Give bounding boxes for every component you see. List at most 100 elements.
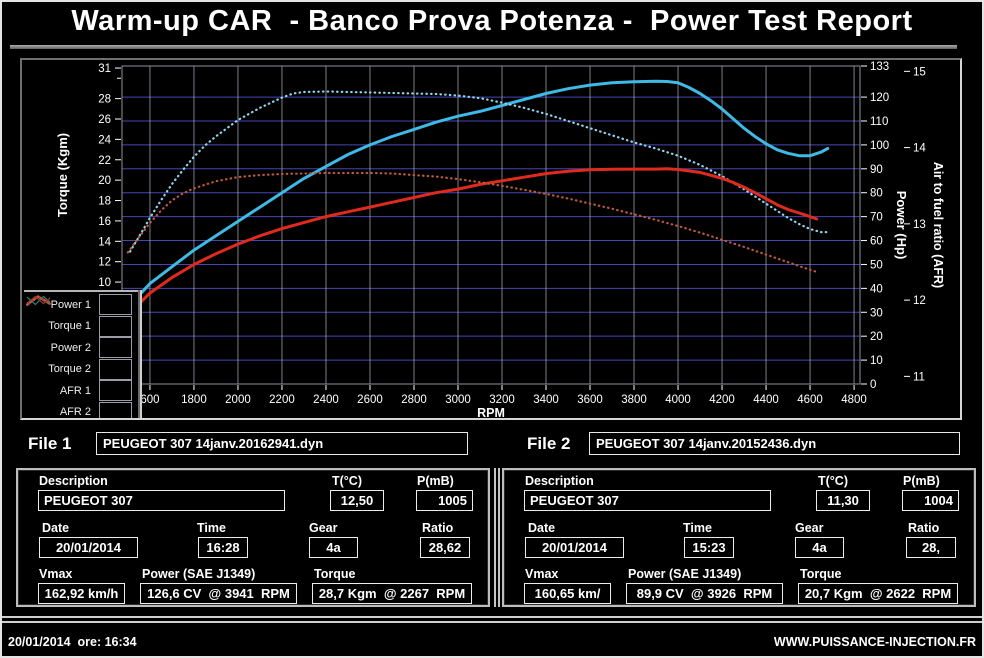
svg-text:40: 40 xyxy=(870,283,883,295)
temperature-label: T(°C) xyxy=(818,474,848,488)
status-bar: 20/01/2014 ore: 16:34 WWW.PUISSANCE-INJE… xyxy=(0,628,984,654)
time-field[interactable]: 15:23 xyxy=(684,537,734,558)
svg-text:2200: 2200 xyxy=(269,394,295,406)
plot-border xyxy=(121,65,861,385)
chart-legend: Power 1 Torque 1 Power 2 Torque 2 AFR 1 AFR 2 xyxy=(24,290,138,418)
time-field[interactable]: 16:28 xyxy=(198,537,248,558)
power-2-curve xyxy=(136,167,819,307)
legend-label: Torque 2 xyxy=(48,363,91,376)
afr-2-swatch-icon xyxy=(26,295,132,418)
svg-text:80: 80 xyxy=(870,188,883,200)
time-label: Time xyxy=(683,521,712,535)
description-field[interactable]: PEUGEOT 307 xyxy=(524,490,771,511)
curves xyxy=(126,79,830,307)
description-label: Description xyxy=(39,474,108,488)
svg-text:13: 13 xyxy=(913,219,926,231)
torque-label: Torque xyxy=(800,567,842,581)
date-label: Date xyxy=(42,521,70,535)
svg-text:4200: 4200 xyxy=(709,394,735,406)
torque-axis: 31 28 26 24 22 20 18 16 14 12 10 Torque (Kgm) xyxy=(55,63,121,289)
svg-text:4000: 4000 xyxy=(665,394,691,406)
svg-text:70: 70 xyxy=(870,212,883,224)
svg-text:10: 10 xyxy=(870,355,883,367)
panel-divider xyxy=(494,468,500,607)
svg-text:3400: 3400 xyxy=(533,394,559,406)
vmax-label: Vmax xyxy=(39,567,73,581)
date-field[interactable]: 20/01/2014 xyxy=(39,537,138,558)
torque-2-swatch-icon xyxy=(26,295,132,380)
pressure-label: P(mB) xyxy=(417,474,454,488)
time-label: Time xyxy=(197,521,226,535)
file2-input[interactable]: PEUGEOT 307 14janv.20152436.dyn xyxy=(589,432,960,455)
svg-text:22: 22 xyxy=(98,155,111,167)
title-underline xyxy=(10,45,957,49)
svg-text:31: 31 xyxy=(98,63,111,75)
legend-item-afr-1[interactable]: AFR 1 xyxy=(24,295,138,402)
torque-field[interactable]: 20,7 Kgm @ 2622 RPM xyxy=(798,583,958,604)
file1-data-panel: Description PEUGEOT 307 T(°C) 12,50 P(mB… xyxy=(16,468,490,607)
svg-text:3200: 3200 xyxy=(489,394,515,406)
svg-text:60: 60 xyxy=(870,236,883,248)
power-sae-label: Power (SAE J1349) xyxy=(142,567,256,581)
svg-text:28: 28 xyxy=(98,94,111,106)
svg-text:2400: 2400 xyxy=(313,394,339,406)
svg-text:90: 90 xyxy=(870,164,883,176)
status-website: WWW.PUISSANCE-INJECTION.FR xyxy=(773,635,976,649)
svg-text:11: 11 xyxy=(913,371,925,383)
date-field[interactable]: 20/01/2014 xyxy=(525,537,624,558)
svg-text:1800: 1800 xyxy=(181,394,207,406)
torque-1-curve xyxy=(129,90,829,253)
gear-field[interactable]: 4a xyxy=(795,537,844,558)
rpm-axis: 600 1800 2000 2200 2400 2600 2800 3000 3200 3400 3… xyxy=(140,385,867,418)
torque-1-swatch-icon xyxy=(26,295,132,337)
svg-text:26: 26 xyxy=(98,114,111,126)
svg-text:16: 16 xyxy=(98,216,111,228)
power-sae-field[interactable]: 89,9 CV @ 3926 RPM xyxy=(626,583,783,604)
svg-text:4400: 4400 xyxy=(753,394,779,406)
svg-text:3800: 3800 xyxy=(621,394,647,406)
legend-item-torque-1[interactable]: Torque 1 xyxy=(24,295,138,338)
torque-2-curve xyxy=(126,171,818,273)
svg-text:3600: 3600 xyxy=(577,394,603,406)
svg-text:2600: 2600 xyxy=(357,394,383,406)
file1-label: File 1 xyxy=(28,434,72,453)
svg-text:Power (Hp): Power (Hp) xyxy=(894,191,909,260)
file2-data-panel: Description PEUGEOT 307 T(°C) 11,30 P(mB… xyxy=(502,468,976,607)
svg-text:RPM: RPM xyxy=(477,406,505,418)
temperature-field[interactable]: 12,50 xyxy=(330,490,384,511)
svg-text:110: 110 xyxy=(870,116,888,128)
svg-text:3000: 3000 xyxy=(445,394,471,406)
page-title: Warm-up CAR - Banco Prova Potenza - Powe… xyxy=(71,5,913,37)
temperature-field[interactable]: 11,30 xyxy=(816,490,870,511)
svg-text:133: 133 xyxy=(870,61,889,73)
description-label: Description xyxy=(525,474,594,488)
legend-item-power-2[interactable]: Power 2 xyxy=(24,295,138,359)
description-field[interactable]: PEUGEOT 307 xyxy=(38,490,285,511)
torque-field[interactable]: 28,7 Kgm @ 2267 RPM xyxy=(312,583,472,604)
svg-text:0: 0 xyxy=(870,379,876,391)
pressure-field[interactable]: 1005 xyxy=(416,490,473,511)
legend-item-afr-2[interactable]: AFR 2 xyxy=(24,295,138,418)
file1-input[interactable]: PEUGEOT 307 14janv.20162941.dyn xyxy=(96,432,468,455)
svg-text:20: 20 xyxy=(870,331,883,343)
vmax-field[interactable]: 162,92 km/h xyxy=(38,583,125,604)
ratio-field[interactable]: 28, xyxy=(906,537,956,558)
pressure-field[interactable]: 1004 xyxy=(902,490,959,511)
svg-text:24: 24 xyxy=(98,134,111,146)
legend-item-torque-2[interactable]: Torque 2 xyxy=(24,295,138,381)
ratio-field[interactable]: 28,62 xyxy=(420,537,470,558)
gear-label: Gear xyxy=(795,521,824,535)
gear-field[interactable]: 4a xyxy=(309,537,358,558)
power-2-swatch-icon xyxy=(26,295,132,359)
svg-text:18: 18 xyxy=(98,196,111,208)
torque-label: Torque xyxy=(314,567,356,581)
svg-text:2800: 2800 xyxy=(401,394,427,406)
date-label: Date xyxy=(528,521,556,535)
power-sae-field[interactable]: 126,6 CV @ 3941 RPM xyxy=(140,583,297,604)
vmax-field[interactable]: 160,65 km/ xyxy=(524,583,611,604)
footer-separator xyxy=(0,616,984,623)
legend-label: AFR 1 xyxy=(59,384,91,397)
svg-text:600: 600 xyxy=(140,394,159,406)
